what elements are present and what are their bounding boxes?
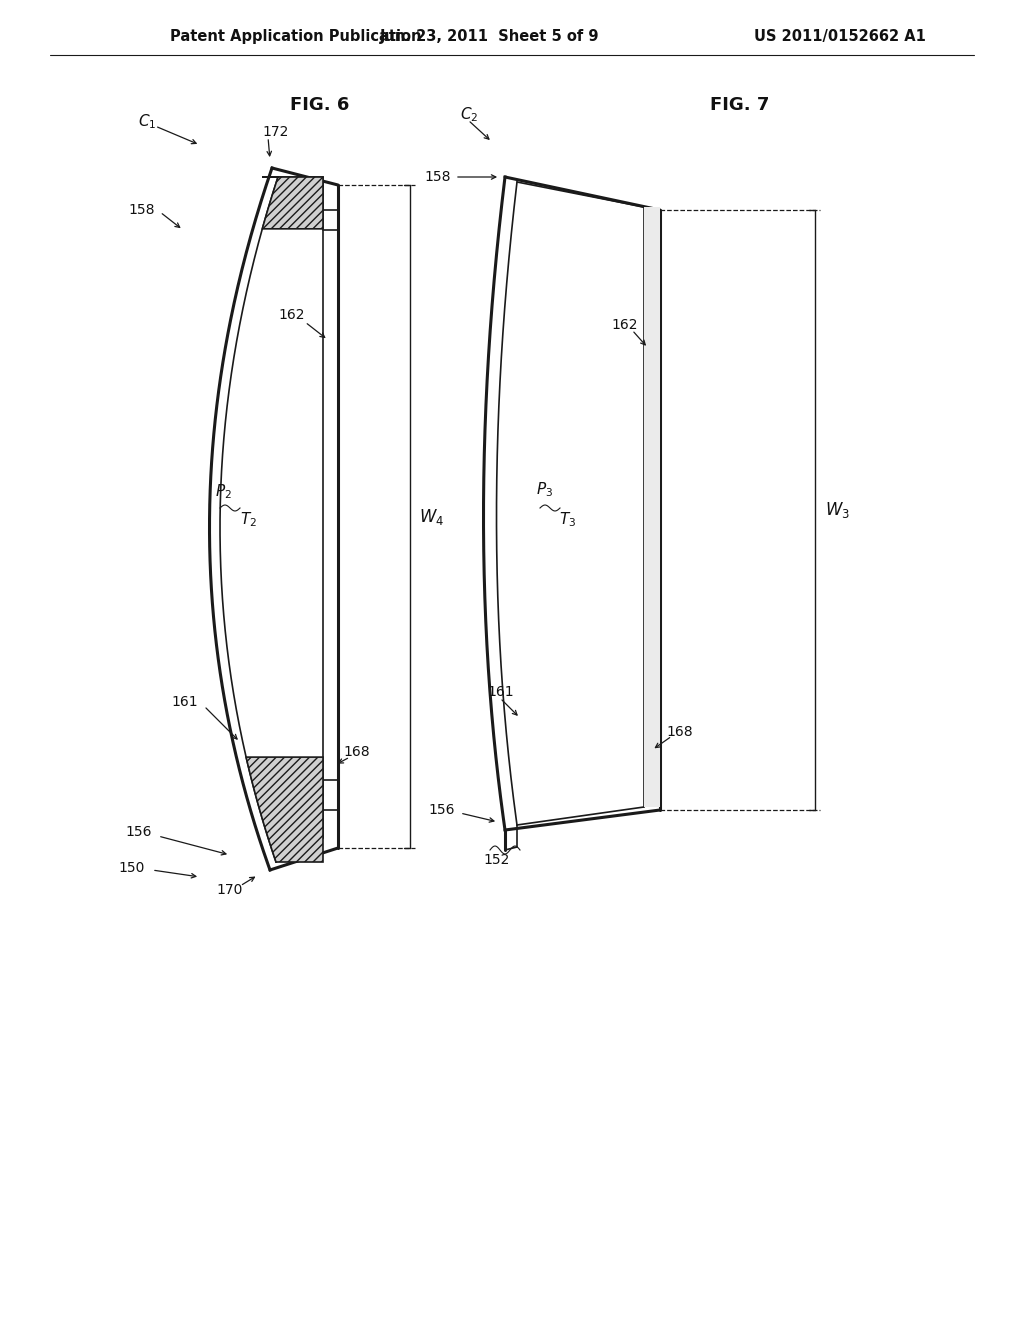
Text: 156: 156: [126, 825, 152, 840]
Text: $W_3$: $W_3$: [824, 500, 850, 520]
Text: $T_2$: $T_2$: [240, 511, 256, 529]
Text: 158: 158: [128, 203, 155, 216]
Text: 170: 170: [217, 883, 243, 898]
Text: 168: 168: [344, 744, 371, 759]
Text: US 2011/0152662 A1: US 2011/0152662 A1: [754, 29, 926, 45]
Text: $C_2$: $C_2$: [460, 106, 478, 124]
Text: Patent Application Publication: Patent Application Publication: [170, 29, 422, 45]
Text: 172: 172: [262, 125, 289, 139]
Text: 161: 161: [171, 696, 198, 709]
Text: 161: 161: [487, 685, 514, 700]
Text: 162: 162: [279, 308, 305, 322]
Text: 162: 162: [611, 318, 638, 333]
Text: 150: 150: [119, 861, 145, 875]
Text: $W_4$: $W_4$: [420, 507, 444, 527]
Text: $P_2$: $P_2$: [215, 483, 231, 502]
Text: FIG. 6: FIG. 6: [291, 96, 349, 114]
Text: $P_3$: $P_3$: [537, 480, 554, 499]
Text: 168: 168: [667, 725, 693, 739]
Text: FIG. 7: FIG. 7: [711, 96, 770, 114]
Polygon shape: [262, 177, 323, 228]
Text: $T_3$: $T_3$: [559, 511, 577, 529]
Text: 158: 158: [425, 170, 451, 183]
Text: 152: 152: [483, 853, 509, 867]
Polygon shape: [246, 758, 323, 862]
Text: $C_1$: $C_1$: [138, 112, 157, 132]
Text: Jun. 23, 2011  Sheet 5 of 9: Jun. 23, 2011 Sheet 5 of 9: [380, 29, 600, 45]
Bar: [644, 207, 660, 807]
Text: 156: 156: [428, 803, 455, 817]
